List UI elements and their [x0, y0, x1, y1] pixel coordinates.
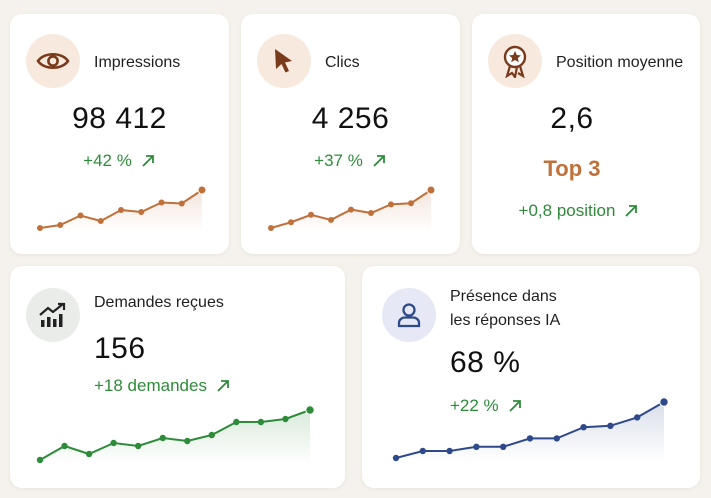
award-medal-icon: [488, 34, 542, 88]
impressions-value: 98 412: [72, 102, 167, 135]
impressions-sparkline-point: [37, 225, 43, 231]
clics-sparkline-point: [348, 206, 354, 213]
clics-delta: +37 %: [241, 151, 460, 171]
clics-sparkline-point: [368, 210, 374, 217]
demandes-sparkline-point: [61, 442, 68, 450]
clics-sparkline-point: [408, 200, 414, 207]
clics-delta-text: +37 %: [314, 151, 363, 170]
clics-value: 4 256: [311, 102, 390, 135]
ia-sparkline-area: [396, 402, 664, 462]
impressions-title: Impressions: [94, 54, 181, 71]
ia-sparkline-point: [634, 414, 641, 421]
demandes-sparkline-point: [257, 418, 265, 426]
clics-sparkline-point: [288, 219, 294, 226]
impressions-delta: +42 %: [10, 151, 229, 171]
ia-sparkline-point: [580, 424, 587, 431]
position-delta: +0,8 position: [472, 201, 700, 221]
impressions-sparkline-point: [197, 185, 207, 195]
demandes-sparkline-point: [184, 437, 191, 445]
arrow-up-right-icon: [373, 155, 385, 167]
ia-sparkline-point: [473, 443, 480, 450]
demandes-sparkline-line: [39, 409, 311, 461]
arrow-up-right-icon: [625, 205, 638, 217]
position-rank: Top 3: [543, 156, 601, 181]
clics-sparkline-point: [328, 216, 334, 223]
ia-sparkline-point: [446, 447, 453, 455]
ia-title-line1: Présence dans: [450, 288, 557, 305]
demandes-sparkline-point: [134, 442, 142, 450]
impressions-sparkline-point: [178, 200, 185, 207]
arrow-up-right-icon: [217, 380, 229, 392]
impressions-sparkline: [37, 185, 207, 232]
demandes-sparkline-area: [40, 410, 310, 464]
demandes-card: Demandes reçues 156 +18 demandes: [10, 266, 345, 488]
arrow-up-right-icon: [142, 155, 154, 167]
ia-sparkline-point: [659, 397, 669, 407]
ia-sparkline-point: [392, 454, 400, 462]
impressions-sparkline-point: [97, 218, 104, 224]
demandes-sparkline-point: [282, 415, 289, 423]
demandes-value: 156: [94, 332, 146, 365]
ia-sparkline-point: [419, 447, 426, 455]
clics-title: Clics: [325, 54, 360, 71]
cursor-icon: [257, 34, 311, 88]
demandes-sparkline-point: [233, 418, 240, 426]
demandes-title: Demandes reçues: [94, 294, 224, 311]
clics-card: Clics 4 256 +37 %: [241, 14, 460, 254]
demandes-sparkline-point: [110, 439, 117, 447]
clics-sparkline-point: [268, 225, 274, 231]
clics-sparkline-point: [388, 201, 394, 208]
impressions-sparkline-point: [138, 209, 145, 215]
impressions-sparkline-point: [158, 199, 165, 206]
demandes-sparkline: [36, 405, 315, 464]
demandes-sparkline-point: [85, 450, 93, 458]
clics-sparkline-point: [308, 211, 314, 218]
ia-delta-text: +22 %: [450, 396, 499, 415]
impressions-delta-text: +42 %: [83, 151, 132, 170]
ia-value: 68 %: [450, 346, 521, 379]
demandes-sparkline-point: [305, 405, 315, 415]
position-card: Position moyenne 2,6 Top 3 +0,8 position: [472, 14, 700, 254]
clics-sparkline-point: [426, 185, 436, 195]
position-delta-text: +0,8 position: [518, 201, 616, 220]
demandes-sparkline-point: [159, 434, 166, 442]
impressions-card: Impressions 98 412 +42 %: [10, 14, 229, 254]
ia-sparkline-point: [500, 443, 507, 450]
clics-sparkline: [268, 185, 436, 232]
trending-chart-icon: [26, 288, 80, 342]
ia-sparkline-point: [607, 422, 614, 429]
impressions-sparkline-point: [77, 212, 84, 219]
demandes-delta: +18 demandes: [94, 376, 231, 396]
demandes-sparkline-point: [208, 431, 216, 439]
position-title: Position moyenne: [556, 54, 684, 71]
demandes-sparkline-point: [36, 456, 44, 464]
ia-sparkline-point: [553, 435, 560, 442]
impressions-sparkline-point: [57, 222, 64, 228]
ia-title-line2: les réponses IA: [450, 312, 561, 329]
user-icon: [382, 288, 436, 342]
ia-sparkline: [392, 397, 669, 462]
demandes-delta-text: +18 demandes: [94, 376, 207, 395]
ia-presence-card: Présence dans les réponses IA 68 % +22 %: [362, 266, 700, 488]
impressions-sparkline-point: [118, 207, 124, 213]
position-value: 2,6: [550, 102, 594, 135]
arrow-up-right-icon: [509, 400, 521, 412]
ia-delta: +22 %: [450, 396, 523, 416]
ia-sparkline-point: [526, 435, 534, 442]
eye-icon: [26, 34, 80, 88]
